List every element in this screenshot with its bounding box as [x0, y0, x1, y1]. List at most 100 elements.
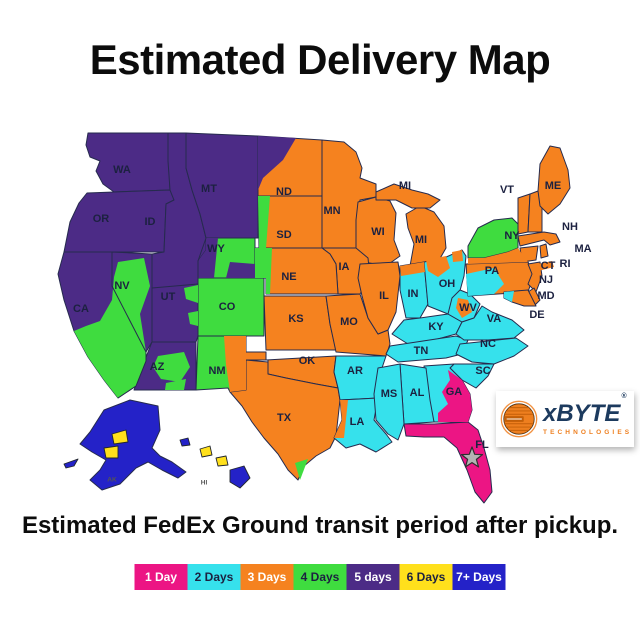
region-overlay [258, 196, 270, 248]
state-label-ct: CT [541, 260, 556, 272]
state-label-mn: MN [323, 205, 340, 217]
region-overlay [226, 262, 255, 278]
xbyte-globe-icon [500, 400, 538, 438]
xbyte-logo: xBYTE® TECHNOLOGIES [496, 391, 634, 447]
state-label-ar: AR [347, 365, 363, 377]
state-label-pa: PA [485, 265, 500, 277]
state-label-oh: OH [439, 278, 456, 290]
legend-item-5-days: 5 days [346, 564, 400, 590]
state-label-az: AZ [150, 361, 165, 373]
region-overlay [188, 311, 198, 326]
state-label-ca: CA [73, 303, 89, 315]
state-label-de: DE [529, 309, 544, 321]
region-overlay [63, 458, 79, 469]
region-overlay [224, 336, 246, 392]
region-overlay [199, 445, 213, 458]
state-MO [325, 293, 391, 357]
state-label-nj: NJ [539, 274, 553, 286]
state-label-la: LA [350, 416, 365, 428]
region-overlay [452, 250, 463, 262]
state-NC [455, 337, 529, 365]
region-overlay [258, 136, 296, 190]
state-label-wa: WA [113, 164, 131, 176]
state-label-il: IL [379, 290, 389, 302]
state-label-ak: AK [107, 477, 117, 484]
state-label-va: VA [487, 313, 502, 325]
state-labels-layer: WA OR ID MT WY NV UT CA AZ NM CO ND SD NE KS OK TX MN IA MO… [73, 164, 592, 487]
state-HI [229, 465, 251, 489]
state-MA [517, 231, 561, 247]
state-border-relines [111, 237, 207, 399]
legend-item-4-days: 4 Days [293, 564, 347, 590]
state-TN [385, 335, 469, 363]
state-label-sd: SD [276, 229, 291, 241]
region-overlay [153, 352, 190, 382]
region-overlay [426, 256, 450, 277]
state-label-ok: OK [299, 355, 316, 367]
state-label-nd: ND [276, 186, 292, 198]
state-label-ma: MA [574, 243, 591, 255]
state-MI [405, 205, 447, 267]
state-label-me: ME [545, 180, 562, 192]
legend-item-6-days: 6 Days [399, 564, 453, 590]
state-label-sc: SC [475, 365, 490, 377]
region-overlay [375, 183, 441, 209]
state-label-mo: MO [340, 316, 358, 328]
region-overlay [456, 298, 472, 318]
state-AK [79, 399, 187, 491]
region-overlay [111, 429, 129, 445]
state-label-nv: NV [114, 280, 130, 292]
region-overlay [165, 379, 186, 390]
state-label-tx: TX [277, 412, 292, 424]
xbyte-brand-text: xBYTE [543, 400, 621, 427]
state-ME [537, 145, 571, 215]
legend-item-3-days: 3 Days [240, 564, 294, 590]
state-TX [229, 359, 341, 481]
region-overlay [400, 262, 425, 276]
legend-item-1-day: 1 Day [134, 564, 188, 590]
map-caption: Estimated FedEx Ground transit period af… [21, 512, 619, 539]
state-label-tn: TN [414, 345, 429, 357]
region-overlay [215, 455, 229, 467]
state-label-al: AL [410, 387, 425, 399]
state-label-ne: NE [281, 271, 296, 283]
state-label-mi: MI [399, 180, 411, 192]
origin-star-icon [460, 446, 484, 468]
region-overlay [198, 238, 218, 278]
state-NH [527, 190, 543, 233]
region-overlay [295, 459, 308, 480]
region-overlay [179, 437, 191, 447]
region-overlay [74, 258, 150, 398]
region-overlay [466, 268, 504, 296]
state-label-wi: WI [371, 226, 384, 238]
state-label-hi: HI [201, 480, 208, 487]
region-overlay [255, 248, 272, 294]
state-label-wv: WV [459, 302, 477, 314]
xbyte-subtitle-text: TECHNOLOGIES [543, 429, 633, 436]
state-label-md: MD [537, 290, 554, 302]
region-overlay [530, 261, 554, 272]
state-label-vt: VT [500, 184, 514, 196]
state-label-ri: RI [560, 258, 571, 270]
state-label-co: CO [219, 301, 236, 313]
state-WA [85, 132, 171, 193]
region-overlay [504, 291, 514, 302]
region-overlay [103, 445, 119, 459]
legend-item-2-days: 2 Days [187, 564, 241, 590]
legend-item-7plus-days: 7+ Days [452, 564, 506, 590]
state-label-fl: FL [475, 439, 489, 451]
state-label-in: IN [408, 288, 419, 300]
state-VA [455, 305, 525, 341]
state-label-ga: GA [446, 386, 463, 398]
state-label-mt: MT [201, 183, 217, 195]
state-MS [373, 363, 405, 441]
state-label-mi: MI [415, 234, 427, 246]
state-label-id: ID [145, 216, 156, 228]
state-label-ny: NY [504, 230, 520, 242]
region-overlay [468, 248, 528, 264]
transit-legend: 1 Day 2 Days 3 Days 4 Days 5 days 6 Days… [134, 564, 506, 590]
state-label-nm: NM [208, 365, 225, 377]
state-label-ks: KS [288, 313, 303, 325]
